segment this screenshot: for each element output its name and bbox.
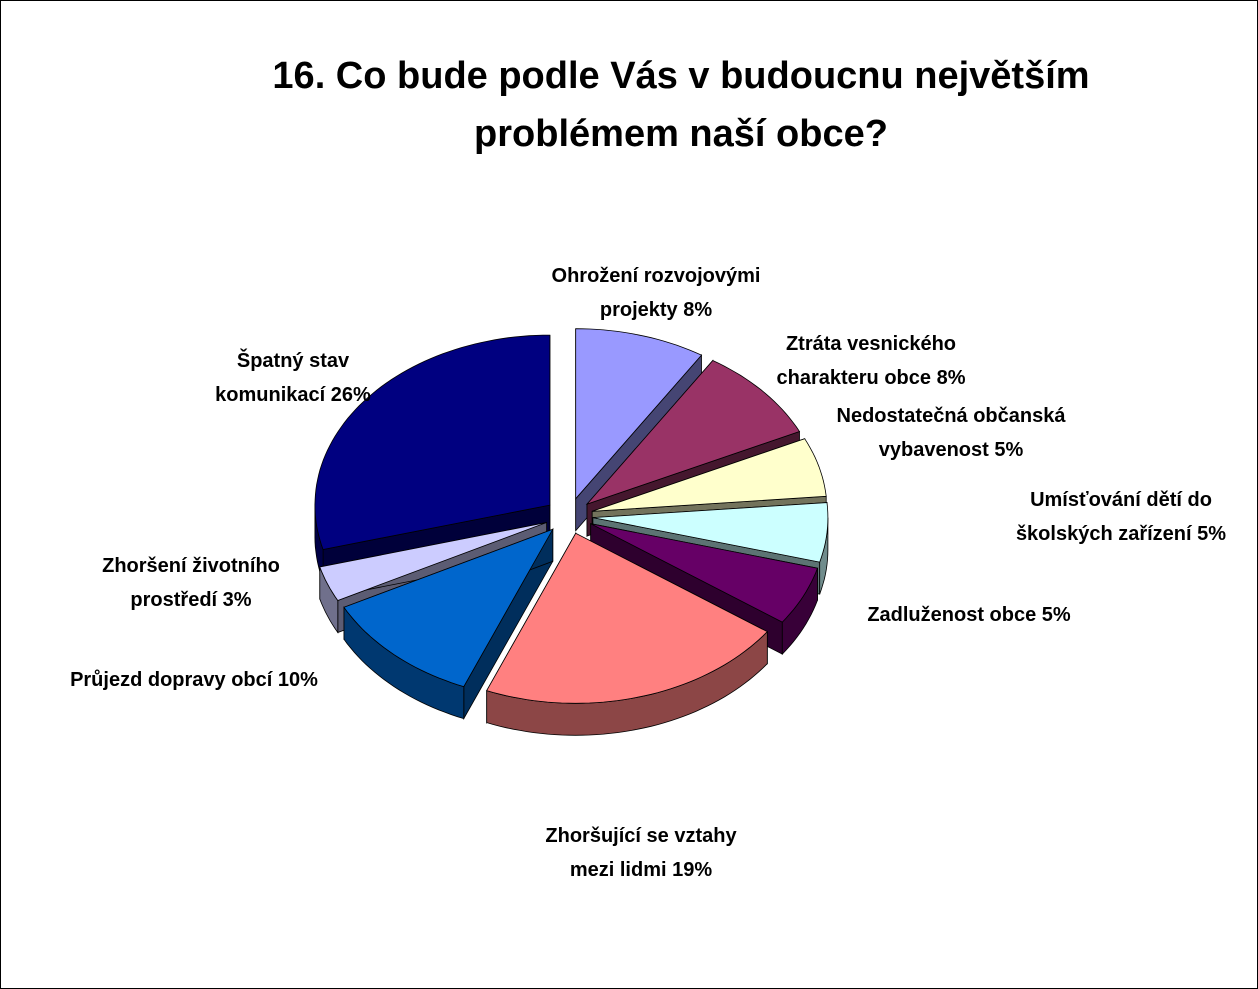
slice	[486, 532, 768, 704]
data-label: Zadluženost obce 5%	[819, 598, 1119, 632]
slice	[575, 328, 703, 500]
slice	[585, 360, 801, 505]
label-value: 8%	[683, 299, 713, 321]
label-category: Zadluženost obce	[867, 604, 1037, 626]
slice	[343, 528, 554, 688]
label-value: 5%	[1197, 523, 1227, 545]
slice	[592, 502, 829, 563]
label-value: 19%	[672, 859, 713, 881]
label-value: 5%	[1041, 604, 1071, 626]
label-value: 26%	[330, 384, 371, 406]
chart-title: 16. Co bude podle Vás v budoucnu největš…	[272, 55, 1090, 155]
label-value: 10%	[277, 669, 318, 691]
data-label: Ztráta vesnického charakteru obce 8%	[746, 327, 996, 395]
slice	[314, 334, 551, 550]
data-label: Ohrožení rozvojovými projekty 8%	[516, 259, 796, 327]
label-category: Ztráta vesnického charakteru obce	[776, 333, 957, 389]
label-value: 3%	[222, 589, 252, 611]
data-label: Zhoršující se vztahy mezi lidmi 19%	[521, 819, 761, 887]
label-value: 8%	[936, 367, 966, 389]
data-label: Špatný stav komunikací 26%	[193, 344, 393, 412]
slice	[590, 523, 819, 623]
data-label: Umísťování dětí do školských zařízení 5%	[996, 483, 1246, 551]
slice	[592, 438, 827, 512]
label-category: Ohrožení rozvojovými projekty	[551, 265, 761, 321]
label-category: Zhoršení životního prostředí	[102, 555, 280, 611]
label-category: Nedostatečná občanská vybavenost	[836, 405, 1066, 461]
data-label: Průjezd dopravy obcí 10%	[64, 663, 324, 697]
data-label: Nedostatečná občanská vybavenost 5%	[831, 399, 1071, 467]
label-value: 5%	[994, 439, 1024, 461]
label-category: Špatný stav komunikací	[215, 350, 350, 406]
slice	[319, 522, 547, 601]
label-category: Zhoršující se vztahy mezi lidmi	[545, 825, 737, 881]
label-category: Umísťování dětí do školských zařízení	[1015, 489, 1212, 545]
label-category: Průjezd dopravy obcí	[70, 669, 273, 691]
data-label: Zhoršení životního prostředí 3%	[71, 549, 311, 617]
